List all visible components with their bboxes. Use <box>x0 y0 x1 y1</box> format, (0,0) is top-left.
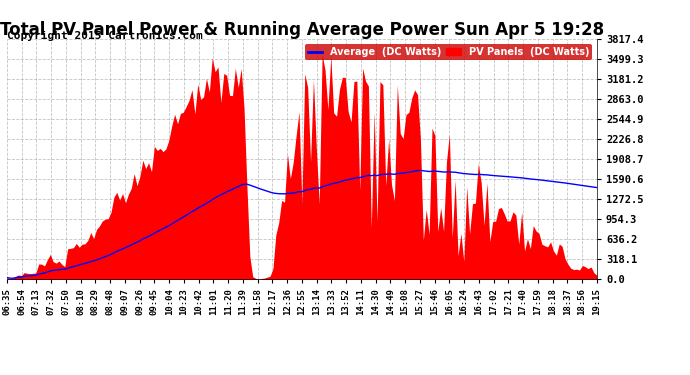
Text: Copyright 2015 Cartronics.com: Copyright 2015 Cartronics.com <box>7 32 203 41</box>
Title: Total PV Panel Power & Running Average Power Sun Apr 5 19:28: Total PV Panel Power & Running Average P… <box>0 21 604 39</box>
Legend: Average  (DC Watts), PV Panels  (DC Watts): Average (DC Watts), PV Panels (DC Watts) <box>305 44 592 60</box>
